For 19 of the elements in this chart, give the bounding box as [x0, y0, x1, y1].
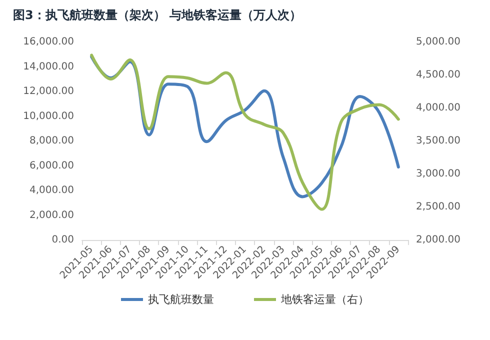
y2-tick-label: 2,500.00: [416, 202, 461, 212]
y-tick-label: 6,000.00: [29, 160, 74, 172]
y-tick-label: 16,000.00: [23, 36, 74, 48]
y2-tick-label: 4,000.00: [416, 102, 461, 114]
y-tick-label: 14,000.00: [23, 61, 74, 72]
y-tick-label: 4,000.00: [29, 185, 74, 196]
y-tick-label: 10,000.00: [23, 110, 74, 122]
y2-tick-label: 4,500.00: [416, 70, 461, 80]
legend-label: 执飞航班数量: [148, 293, 214, 306]
y-tick-label: 8,000.00: [29, 136, 74, 146]
chart-title: 图3：执飞航班数量（架次） 与地铁客运量（万人次）: [13, 8, 302, 22]
y-tick-label: 12,000.00: [23, 86, 74, 97]
y-tick-label: 2,000.00: [29, 210, 74, 221]
y-tick-label: 0.00: [52, 234, 74, 246]
y2-tick-label: 3,000.00: [416, 168, 461, 180]
y2-tick-label: 5,000.00: [416, 36, 461, 48]
y2-tick-label: 2,000.00: [416, 234, 461, 246]
legend-label: 地铁客运量（右）: [280, 293, 369, 306]
y2-tick-label: 3,500.00: [416, 136, 461, 146]
